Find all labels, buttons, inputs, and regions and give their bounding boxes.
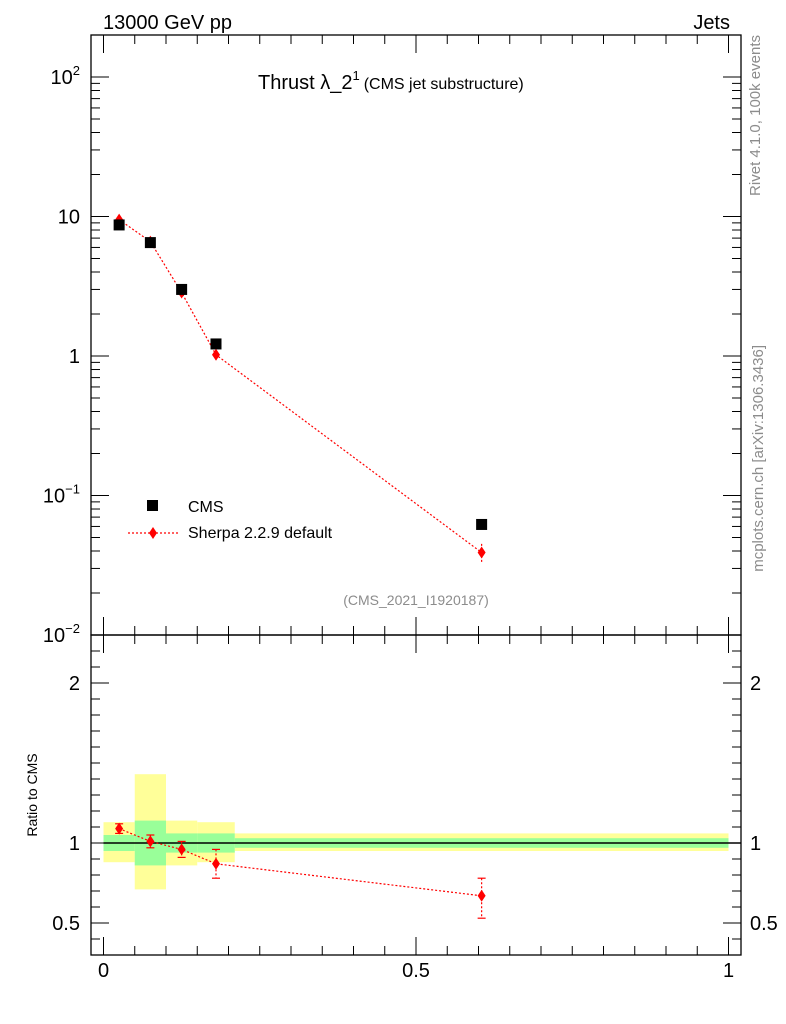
cms-data-point (476, 518, 488, 530)
y-tick-label-base: 1 (69, 346, 80, 368)
ratio-y-tick-label-right: 2 (750, 673, 761, 695)
ratio-sherpa-point (115, 822, 124, 835)
main-frame (90, 34, 742, 636)
cms-data-point (176, 283, 188, 295)
header-process-label: 13000 GeV pp (103, 12, 232, 34)
sherpa-point (477, 546, 486, 559)
ratio-y-tick-label-left: 0.5 (52, 913, 80, 935)
ratio-frame (90, 634, 742, 956)
ratio-sherpa-point (177, 843, 186, 856)
main-title: Thrust λ_21 (CMS jet substructure) (258, 68, 524, 94)
analysis-watermark: (CMS_2021_I1920187) (343, 592, 489, 608)
ratio-y-tick-label-left: 2 (69, 673, 80, 695)
legend-cms-label: CMS (188, 499, 224, 516)
ratio-sherpa-point (477, 889, 486, 902)
y-tick-label-base: 10 (58, 206, 80, 228)
rivet-version-label: Rivet 4.1.0, 100k events (747, 35, 764, 196)
ratio-y-tick-label-right: 0.5 (750, 913, 778, 935)
x-tick-label: 0 (98, 960, 109, 982)
y-tick-label-exponent: −1 (65, 481, 80, 496)
sherpa-line (118, 219, 482, 554)
y-tick-label-base: 10 (51, 67, 73, 89)
y-tick-label: 10 (58, 206, 80, 228)
y-tick-label-base: 10 (43, 485, 65, 507)
sherpa-point (212, 348, 220, 361)
ratio-sherpa-point (146, 835, 155, 848)
header-category-label: Jets (693, 12, 730, 34)
ratio-y-tick-label-left: 1 (69, 833, 80, 855)
ratio-plot-area: 0.5 0.5 1 1 2 2 0 0.5 1 (52, 634, 778, 982)
y-tick-label-exponent: 2 (73, 63, 80, 78)
cms-data-point (210, 338, 222, 350)
y-tick-label-exponent: −2 (65, 621, 80, 636)
y-tick-label: 10−2 (43, 621, 80, 647)
ratio-sherpa-line (118, 828, 482, 897)
legend-cms-marker (147, 500, 158, 511)
y-tick-label-base: 10 (43, 625, 65, 647)
x-tick-label: 0.5 (402, 960, 430, 982)
legend: CMS Sherpa 2.2.9 default (128, 499, 333, 542)
ratio-y-axis-label: Ratio to CMS (24, 753, 40, 836)
cms-data-point (113, 219, 125, 231)
x-tick-label: 1 (723, 960, 734, 982)
main-title-text: Thrust λ_2 (258, 72, 352, 94)
y-tick-label: 10−1 (43, 481, 80, 507)
ratio-y-tick-label-right: 1 (750, 833, 761, 855)
y-tick-label: 102 (51, 63, 80, 89)
main-title-suffix: (CMS jet substructure) (364, 76, 524, 93)
ratio-sherpa-point (212, 857, 220, 870)
y-tick-label: 1 (69, 346, 80, 368)
legend-sherpa-label: Sherpa 2.2.9 default (188, 525, 333, 542)
mcplots-site-label: mcplots.cern.ch [arXiv:1306.3436] (750, 345, 767, 572)
legend-sherpa-marker (149, 527, 157, 539)
cms-data-point (144, 237, 156, 249)
main-title-superscript: 1 (352, 68, 359, 83)
